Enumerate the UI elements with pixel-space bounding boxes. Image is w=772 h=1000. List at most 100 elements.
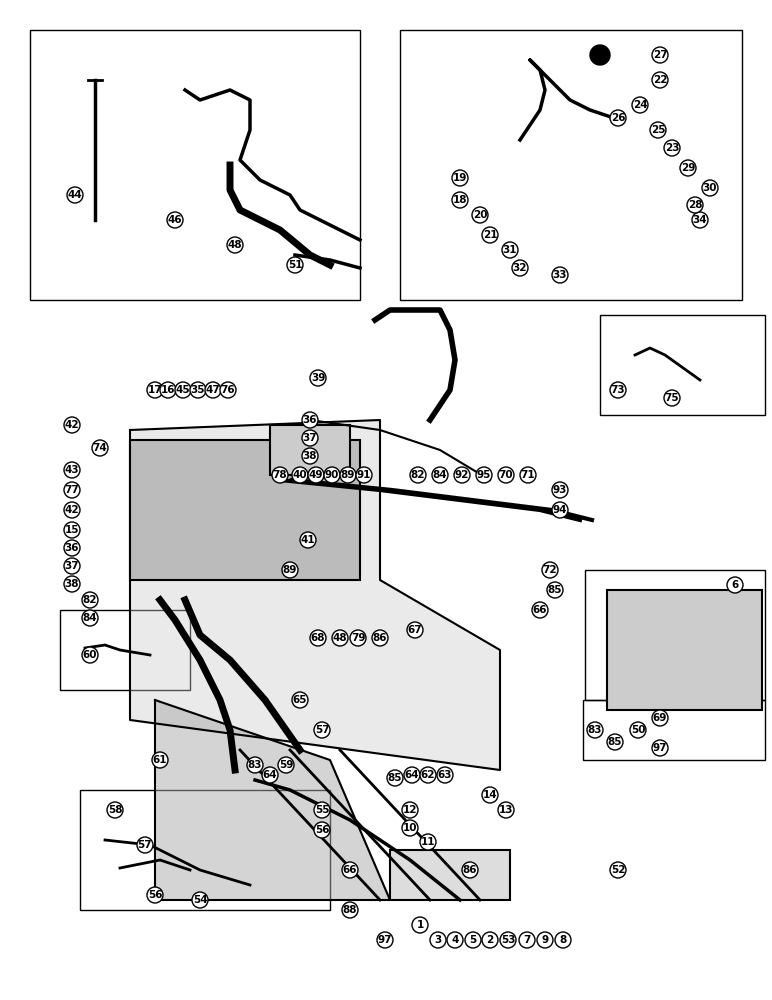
Text: 92: 92 xyxy=(455,470,469,480)
Text: 88: 88 xyxy=(343,905,357,915)
Text: 57: 57 xyxy=(315,725,330,735)
Text: 91: 91 xyxy=(357,470,371,480)
Text: 57: 57 xyxy=(137,840,152,850)
Bar xyxy=(60,610,190,690)
Text: 33: 33 xyxy=(553,270,567,280)
Text: 45: 45 xyxy=(176,385,191,395)
Circle shape xyxy=(175,382,191,398)
Bar xyxy=(585,570,765,700)
Circle shape xyxy=(680,160,696,176)
Circle shape xyxy=(482,227,498,243)
Circle shape xyxy=(314,822,330,838)
Circle shape xyxy=(64,576,80,592)
Polygon shape xyxy=(130,420,500,770)
Text: 46: 46 xyxy=(168,215,182,225)
Circle shape xyxy=(727,577,743,593)
Circle shape xyxy=(476,467,492,483)
Text: 67: 67 xyxy=(408,625,422,635)
Text: 49: 49 xyxy=(309,470,323,480)
Text: 48: 48 xyxy=(333,633,347,643)
Text: 74: 74 xyxy=(93,443,107,453)
Circle shape xyxy=(167,212,183,228)
Text: 90: 90 xyxy=(325,470,339,480)
Circle shape xyxy=(314,722,330,738)
Circle shape xyxy=(520,467,536,483)
Circle shape xyxy=(482,787,498,803)
Circle shape xyxy=(282,562,298,578)
Text: 42: 42 xyxy=(65,420,80,430)
Text: 94: 94 xyxy=(553,505,567,515)
Circle shape xyxy=(350,630,366,646)
Text: 60: 60 xyxy=(83,650,97,660)
Text: 32: 32 xyxy=(513,263,527,273)
Circle shape xyxy=(192,892,208,908)
Text: 36: 36 xyxy=(65,543,80,553)
Text: 42: 42 xyxy=(65,505,80,515)
Text: 18: 18 xyxy=(452,195,467,205)
Circle shape xyxy=(107,802,123,818)
Circle shape xyxy=(205,382,221,398)
Text: 11: 11 xyxy=(421,837,435,847)
Text: 3: 3 xyxy=(435,935,442,945)
Circle shape xyxy=(632,97,648,113)
Circle shape xyxy=(498,467,514,483)
Text: 93: 93 xyxy=(553,485,567,495)
Circle shape xyxy=(664,140,680,156)
Text: 6: 6 xyxy=(731,580,739,590)
Circle shape xyxy=(702,180,718,196)
Text: 22: 22 xyxy=(653,75,667,85)
Text: 84: 84 xyxy=(432,470,447,480)
Text: 2: 2 xyxy=(486,935,493,945)
Text: 73: 73 xyxy=(611,385,625,395)
Text: 89: 89 xyxy=(340,470,355,480)
Circle shape xyxy=(630,722,646,738)
Circle shape xyxy=(402,802,418,818)
Text: 15: 15 xyxy=(65,525,80,535)
Circle shape xyxy=(377,932,393,948)
Text: 43: 43 xyxy=(65,465,80,475)
Text: 50: 50 xyxy=(631,725,645,735)
Circle shape xyxy=(67,187,83,203)
Text: 38: 38 xyxy=(65,579,80,589)
Circle shape xyxy=(420,767,436,783)
Text: 24: 24 xyxy=(633,100,647,110)
Circle shape xyxy=(340,467,356,483)
Circle shape xyxy=(555,932,571,948)
Text: 66: 66 xyxy=(343,865,357,875)
Text: 9: 9 xyxy=(541,935,549,945)
Text: 26: 26 xyxy=(611,113,625,123)
Text: 82: 82 xyxy=(411,470,425,480)
Text: 29: 29 xyxy=(681,163,696,173)
Text: 20: 20 xyxy=(472,210,487,220)
Circle shape xyxy=(147,887,163,903)
Circle shape xyxy=(402,820,418,836)
Text: 61: 61 xyxy=(153,755,168,765)
Circle shape xyxy=(64,558,80,574)
Bar xyxy=(30,30,360,300)
Circle shape xyxy=(64,540,80,556)
Text: 95: 95 xyxy=(477,470,491,480)
Text: 97: 97 xyxy=(653,743,667,753)
Circle shape xyxy=(82,610,98,626)
Circle shape xyxy=(664,390,680,406)
Text: 30: 30 xyxy=(703,183,717,193)
Circle shape xyxy=(372,630,388,646)
Circle shape xyxy=(547,582,563,598)
Text: 83: 83 xyxy=(248,760,262,770)
Text: 27: 27 xyxy=(652,50,667,60)
Text: 86: 86 xyxy=(462,865,477,875)
Text: 13: 13 xyxy=(499,805,513,815)
Text: 47: 47 xyxy=(205,385,220,395)
Text: 53: 53 xyxy=(501,935,515,945)
Circle shape xyxy=(437,767,453,783)
Text: 76: 76 xyxy=(221,385,235,395)
Circle shape xyxy=(324,467,340,483)
Circle shape xyxy=(552,502,568,518)
Text: 54: 54 xyxy=(193,895,208,905)
Circle shape xyxy=(447,932,463,948)
Circle shape xyxy=(452,192,468,208)
Circle shape xyxy=(590,45,610,65)
Text: 89: 89 xyxy=(283,565,297,575)
Circle shape xyxy=(652,72,668,88)
Circle shape xyxy=(262,767,278,783)
